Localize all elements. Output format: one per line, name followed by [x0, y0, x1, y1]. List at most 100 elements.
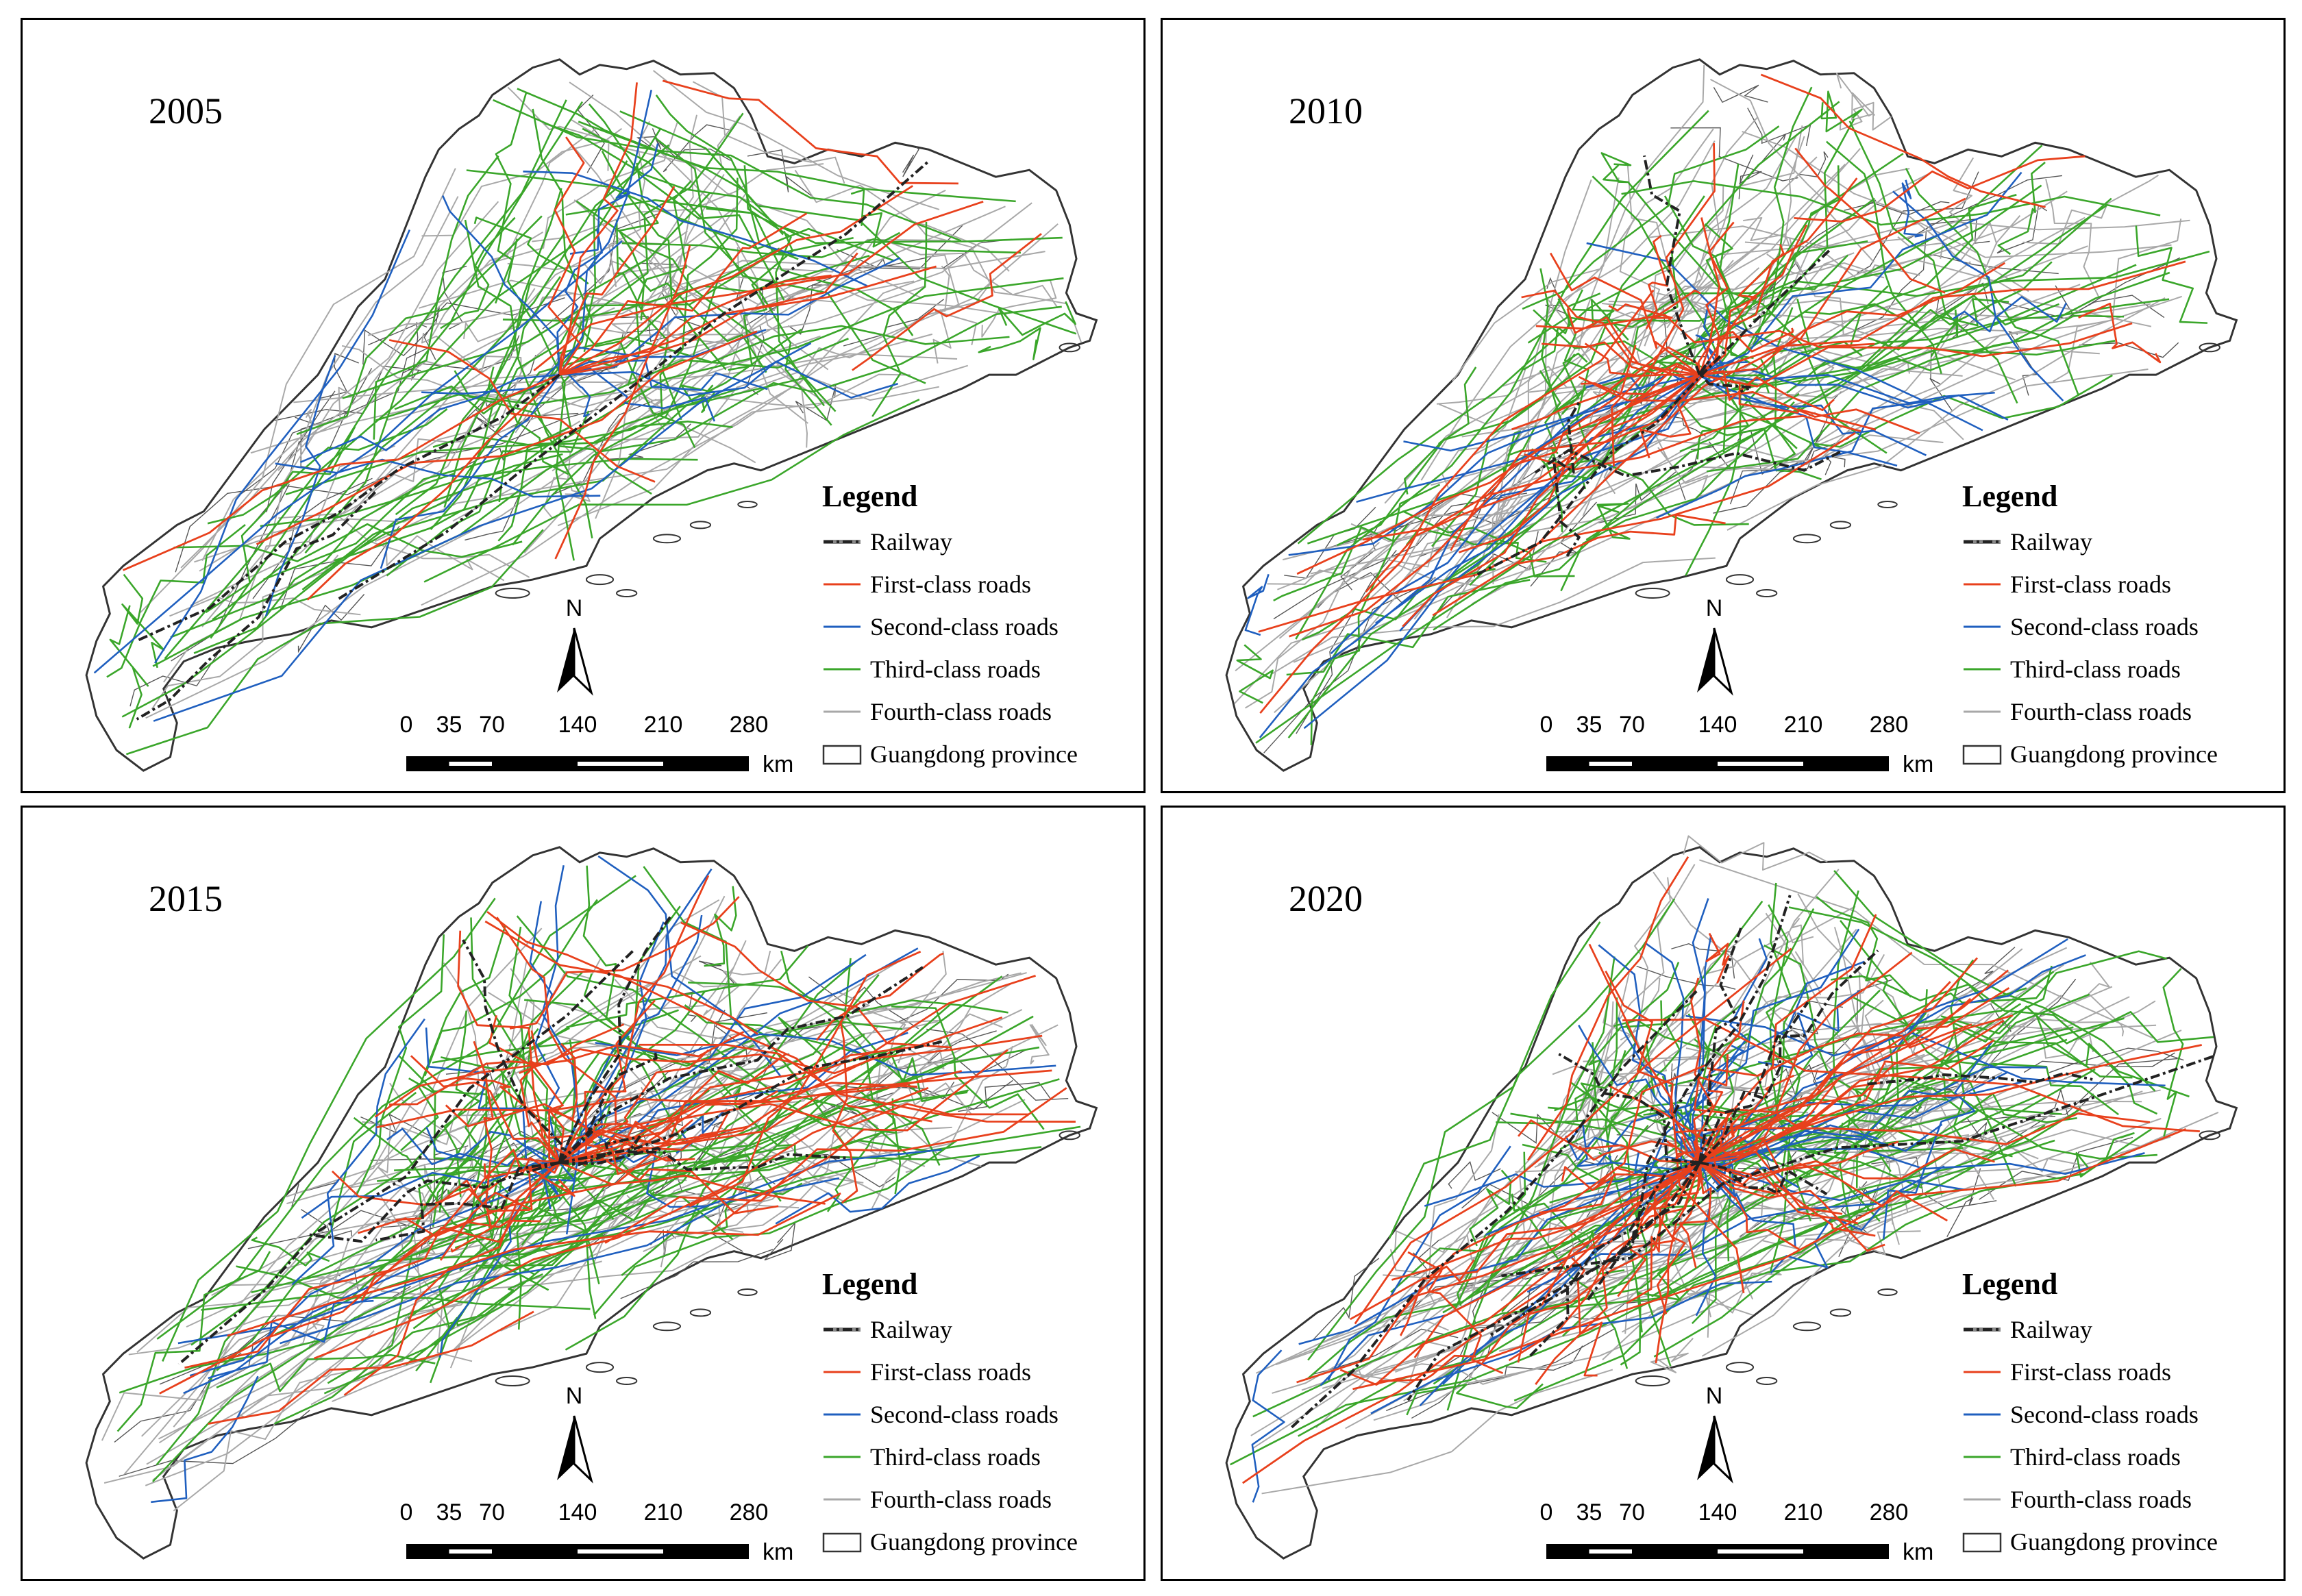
scale-bar-segment [578, 1545, 663, 1549]
scale-bar-graphic [406, 756, 749, 771]
north-arrow-icon [557, 627, 593, 696]
first-class-road-line [1699, 322, 2133, 388]
fourth-class-road-line [310, 1164, 649, 1406]
scale-tick-label: 280 [729, 1499, 769, 1525]
third-class-road-line [570, 112, 744, 357]
third-class-road-line [998, 301, 1076, 336]
third-class-road-line [432, 421, 733, 448]
third-class-road-line [582, 865, 630, 1038]
legend-label: Guangdong province [870, 1528, 1078, 1556]
third-class-road-line [507, 238, 575, 561]
second-class-road-line [1699, 1147, 2145, 1175]
second-class-road-line [1952, 296, 2068, 333]
third-class-road-line [1307, 921, 1601, 1361]
legend: Legend Railway First-class roads Second-cl… [1959, 479, 2275, 775]
scale-tick-label: 140 [558, 1499, 597, 1525]
island-outline [1792, 1321, 1822, 1332]
first-class-road-line [439, 1161, 560, 1261]
first-class-road-line [559, 1152, 779, 1214]
fourth-class-road-line [389, 1082, 497, 1159]
first-class-road-line [533, 201, 984, 372]
island-outline [652, 534, 682, 544]
third-class-road-line [493, 99, 962, 242]
fourth-class-road-line [173, 1330, 375, 1512]
county-boundary-line [902, 147, 920, 177]
third-class-road-line [688, 981, 1008, 1014]
railway-line [559, 1040, 944, 1164]
legend-symbol-third_class [819, 656, 865, 683]
legend-symbol-first_class [1959, 1358, 2005, 1386]
third-class-road-line [1663, 195, 1770, 394]
scale-tick-label: 210 [643, 1499, 683, 1525]
legend-item-fourth_class: Fourth-class roads [1959, 690, 2275, 733]
fourth-class-road-line [264, 991, 937, 1275]
legend-symbol-first_class [1959, 571, 2005, 598]
scale-tick-label: 210 [643, 712, 683, 738]
first-class-road-line [358, 1217, 541, 1238]
second-class-road-line [559, 360, 899, 399]
second-class-road-line [380, 374, 560, 569]
scale-bar-segment [578, 757, 663, 762]
third-class-road-line [1455, 900, 1763, 1308]
fourth-class-road-line [1835, 73, 1876, 121]
legend-symbol-boundary [819, 740, 865, 768]
scale-unit-label: km [763, 1539, 794, 1565]
legend-symbol-first_class [819, 1358, 865, 1386]
scale-bar-segment [1589, 766, 1632, 771]
third-class-road-line [850, 188, 900, 248]
legend: Legend Railway First-class roads Second-cl… [819, 479, 1135, 775]
county-boundary-line [301, 1209, 352, 1238]
third-class-road-line [156, 1091, 417, 1466]
third-class-road-line [432, 1020, 903, 1067]
third-class-road-line [1620, 1248, 1687, 1366]
railway-line [462, 939, 565, 1163]
county-boundary-line [1385, 1327, 1616, 1412]
county-boundary-line [1670, 1063, 1678, 1118]
third-class-road-line [1593, 250, 2210, 322]
scale-bar-segment [1718, 1554, 1803, 1558]
county-boundary-line [297, 594, 365, 653]
fourth-class-road-line [1520, 434, 1944, 465]
first-class-road-line [1605, 970, 1700, 1163]
third-class-road-line [1840, 920, 2017, 1187]
fourth-class-road-line [1744, 219, 2190, 249]
third-class-road-line [1826, 140, 1942, 375]
fourth-class-road-line [1275, 947, 2068, 1366]
first-class-road-line [1630, 914, 1877, 1230]
second-class-road-line [441, 195, 560, 375]
second-class-road-line [386, 1127, 560, 1167]
fourth-class-road-line [1692, 1147, 1724, 1225]
county-boundary-line [874, 1030, 997, 1100]
fourth-class-road-line [1383, 1240, 1657, 1278]
second-class-road-line [558, 914, 703, 1164]
fourth-class-road-line [1245, 541, 1381, 709]
scale-tick-label: 0 [1539, 712, 1553, 738]
third-class-road-line [395, 233, 565, 516]
legend-item-third_class: Third-class roads [819, 648, 1135, 690]
fourth-class-road-line [1373, 1249, 1644, 1421]
fourth-class-road-line [1940, 157, 1975, 259]
fourth-class-road-line [419, 251, 1045, 309]
railway-line [1529, 1162, 1701, 1358]
legend-label: Guangdong province [2010, 740, 2218, 768]
legend-label: Second-class roads [870, 1401, 1059, 1428]
first-class-road-line [1698, 1074, 1795, 1164]
third-class-road-line [1887, 950, 2167, 1025]
legend-item-railway: Railway [1959, 1308, 2275, 1351]
third-class-road-line [1403, 366, 1477, 495]
legend-symbol-fourth_class [1959, 1486, 2005, 1513]
legend-label: Fourth-class roads [2010, 1486, 2192, 1513]
road-lines [1234, 64, 2210, 753]
scale-bar-segment [492, 1545, 578, 1558]
fourth-class-road-line [532, 163, 824, 242]
scale-bar-segment [449, 757, 492, 762]
third-class-road-line [373, 155, 499, 440]
railway-line [1291, 989, 1698, 1429]
first-class-road-line [636, 1103, 1029, 1130]
first-class-road-line [1535, 1162, 1701, 1385]
third-class-road-line [432, 1027, 539, 1227]
first-class-road-line [1657, 1162, 1702, 1314]
fourth-class-road-line [1620, 877, 1671, 1041]
legend-label: First-class roads [870, 1358, 1031, 1386]
third-class-road-line [891, 1006, 1045, 1130]
